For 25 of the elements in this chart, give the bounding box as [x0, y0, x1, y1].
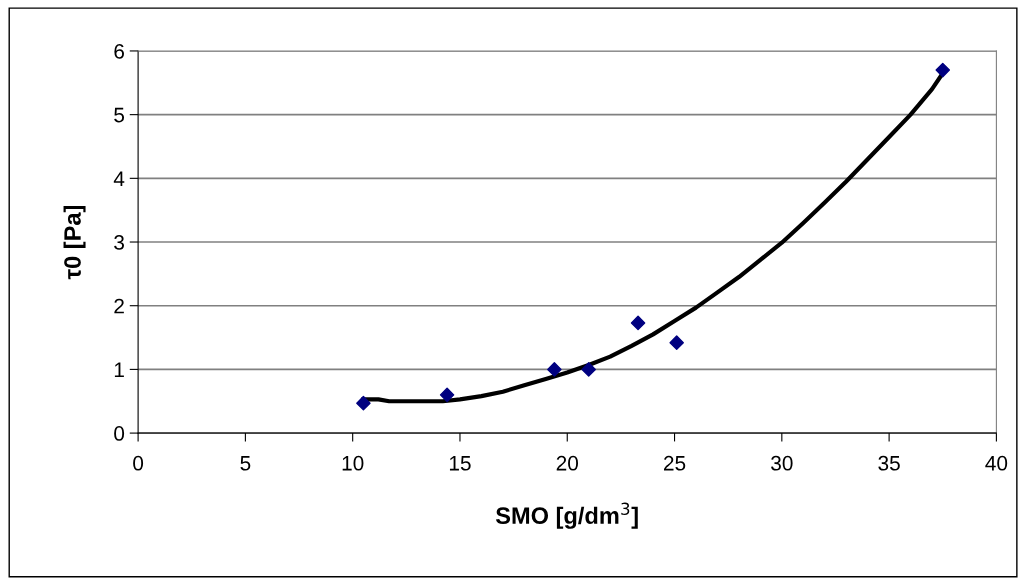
y-axis-title: τ0 [Pa]	[63, 205, 86, 280]
y-tick-label: 4	[113, 171, 125, 186]
point	[935, 62, 951, 78]
point	[669, 335, 684, 350]
y-tick-label: 5	[114, 107, 125, 123]
x-tick-label: 40	[985, 455, 1008, 471]
y-tick-label: 0	[114, 426, 125, 441]
x-tick-label: 5	[240, 456, 251, 471]
y-tick-label: 6	[114, 43, 124, 59]
point	[630, 315, 646, 331]
x-tick-label: 20	[556, 455, 579, 471]
y-tick-label: 1	[114, 362, 124, 377]
x-tick-label: 0	[133, 455, 144, 471]
x-tick-label: 15	[449, 456, 471, 471]
y-tick-label: 2	[114, 298, 124, 314]
y-tick-label: 3	[114, 235, 124, 250]
point	[547, 362, 562, 377]
point	[356, 395, 371, 411]
x-axis-title: SMO [g/dm$^{3}$]	[495, 502, 638, 529]
x-tick-label: 10	[342, 455, 364, 471]
x-tick-label: 35	[878, 455, 900, 471]
x-tick-label: 25	[664, 455, 686, 471]
x-tick-label: 30	[771, 455, 793, 471]
point	[439, 387, 455, 403]
point	[581, 362, 596, 377]
